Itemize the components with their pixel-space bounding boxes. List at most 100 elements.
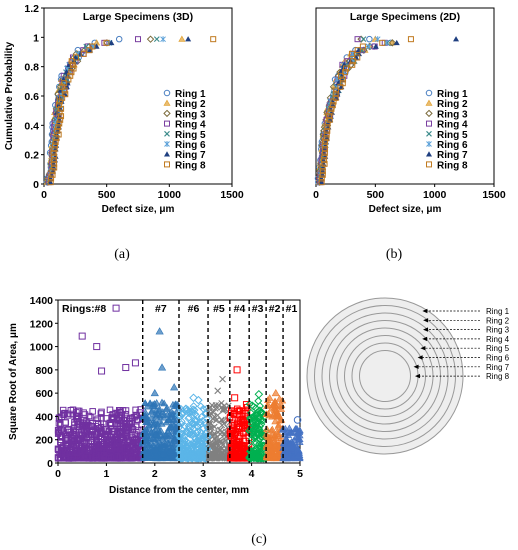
data-point: [280, 439, 288, 446]
data-point: [196, 402, 205, 411]
y-tick-label: 1: [33, 32, 39, 44]
data-point: [178, 35, 186, 42]
rings-label: Rings:: [62, 303, 95, 315]
data-point: [168, 410, 176, 418]
data-point: [292, 441, 301, 449]
data-point: [193, 422, 202, 431]
data-point: [407, 36, 414, 43]
y-tick-label: 1.2: [24, 3, 39, 15]
y-tick-label: 0.4: [24, 120, 39, 132]
x-tick-label: 1: [103, 468, 109, 480]
outlier-point: [150, 388, 159, 397]
data-point: [198, 442, 207, 451]
data-point: [323, 131, 330, 138]
data-point: [366, 35, 373, 43]
legend-marker: [426, 120, 432, 127]
data-point: [152, 411, 161, 419]
legend-marker: [163, 89, 171, 97]
data-point: [89, 408, 96, 415]
legend-marker: [425, 89, 433, 97]
data-point: [235, 447, 242, 454]
chart-title: Large Specimens (2D): [350, 11, 460, 23]
data-point: [122, 427, 129, 434]
data-point: [108, 39, 115, 46]
data-point: [296, 426, 304, 434]
data-point: [174, 411, 184, 420]
data-point: [72, 429, 79, 436]
data-point: [160, 448, 168, 456]
data-point: [254, 396, 263, 405]
y-axis-label: Square Root of Area, μm: [8, 323, 19, 440]
data-point: [51, 142, 58, 149]
ring-label: Ring 8: [486, 372, 510, 381]
data-point: [102, 454, 109, 462]
data-point: [92, 451, 100, 458]
data-point: [318, 179, 325, 186]
data-point: [224, 424, 231, 431]
data-point: [240, 416, 247, 424]
chart-a: 0 500 1000 1500 0 0.2 0.4 0.6 0.8 1 1.2 Large Speci…: [4, 3, 244, 215]
data-point: [191, 415, 200, 424]
data-point: [289, 453, 298, 460]
legend-label: Ring 2: [175, 99, 206, 110]
data-point: [49, 171, 56, 178]
data-point: [80, 47, 87, 54]
data-point: [265, 411, 273, 419]
data-point: [372, 43, 379, 49]
data-point: [349, 61, 356, 68]
y-tick-label: 0: [33, 179, 39, 191]
data-point: [51, 153, 58, 160]
data-point: [89, 420, 97, 427]
data-point: [180, 440, 189, 449]
y-tick-label: 200: [35, 435, 53, 447]
data-point: [214, 433, 221, 440]
data-point: [182, 404, 191, 413]
data-point: [62, 434, 69, 442]
outlier-point: [131, 359, 139, 367]
data-point: [167, 423, 176, 430]
data-point: [116, 445, 124, 452]
data-point: [149, 420, 158, 428]
data-point: [51, 160, 58, 167]
outlier-point: [231, 394, 239, 402]
data-point: [319, 171, 326, 178]
data-point: [153, 36, 160, 43]
legend-marker: [163, 109, 171, 118]
data-point: [73, 449, 80, 457]
legend-marker: [426, 130, 432, 137]
data-point: [150, 402, 159, 409]
outlier-point: [170, 383, 179, 391]
data-point: [218, 439, 226, 446]
data-point: [122, 410, 129, 418]
data-point: [258, 416, 267, 425]
data-point: [265, 394, 274, 401]
data-point: [210, 36, 217, 43]
data-point: [67, 72, 74, 79]
data-point: [59, 94, 66, 101]
data-point: [129, 441, 136, 449]
data-point: [360, 36, 367, 43]
legend-marker: [164, 130, 170, 137]
legend-label: Ring 8: [175, 160, 206, 171]
data-point: [59, 406, 67, 414]
data-point: [124, 433, 131, 441]
arrowhead: [422, 336, 428, 342]
data-point: [263, 425, 271, 432]
data-point: [125, 423, 133, 431]
data-point: [47, 179, 54, 186]
zone-label: #2: [269, 303, 281, 315]
legend-label: Ring 6: [437, 140, 468, 151]
ring-label: Ring 4: [486, 335, 510, 344]
data-point: [318, 175, 325, 182]
data-point: [196, 421, 205, 430]
data-point: [324, 127, 331, 134]
legend-label: Ring 2: [437, 99, 468, 110]
data-point: [323, 135, 330, 142]
data-point: [89, 43, 96, 50]
y-tick-label: 0: [47, 458, 53, 470]
data-point: [339, 80, 346, 87]
data-point: [73, 54, 80, 61]
ring-label: Ring 5: [486, 344, 510, 353]
data-point: [152, 399, 161, 406]
data-point: [69, 61, 76, 68]
